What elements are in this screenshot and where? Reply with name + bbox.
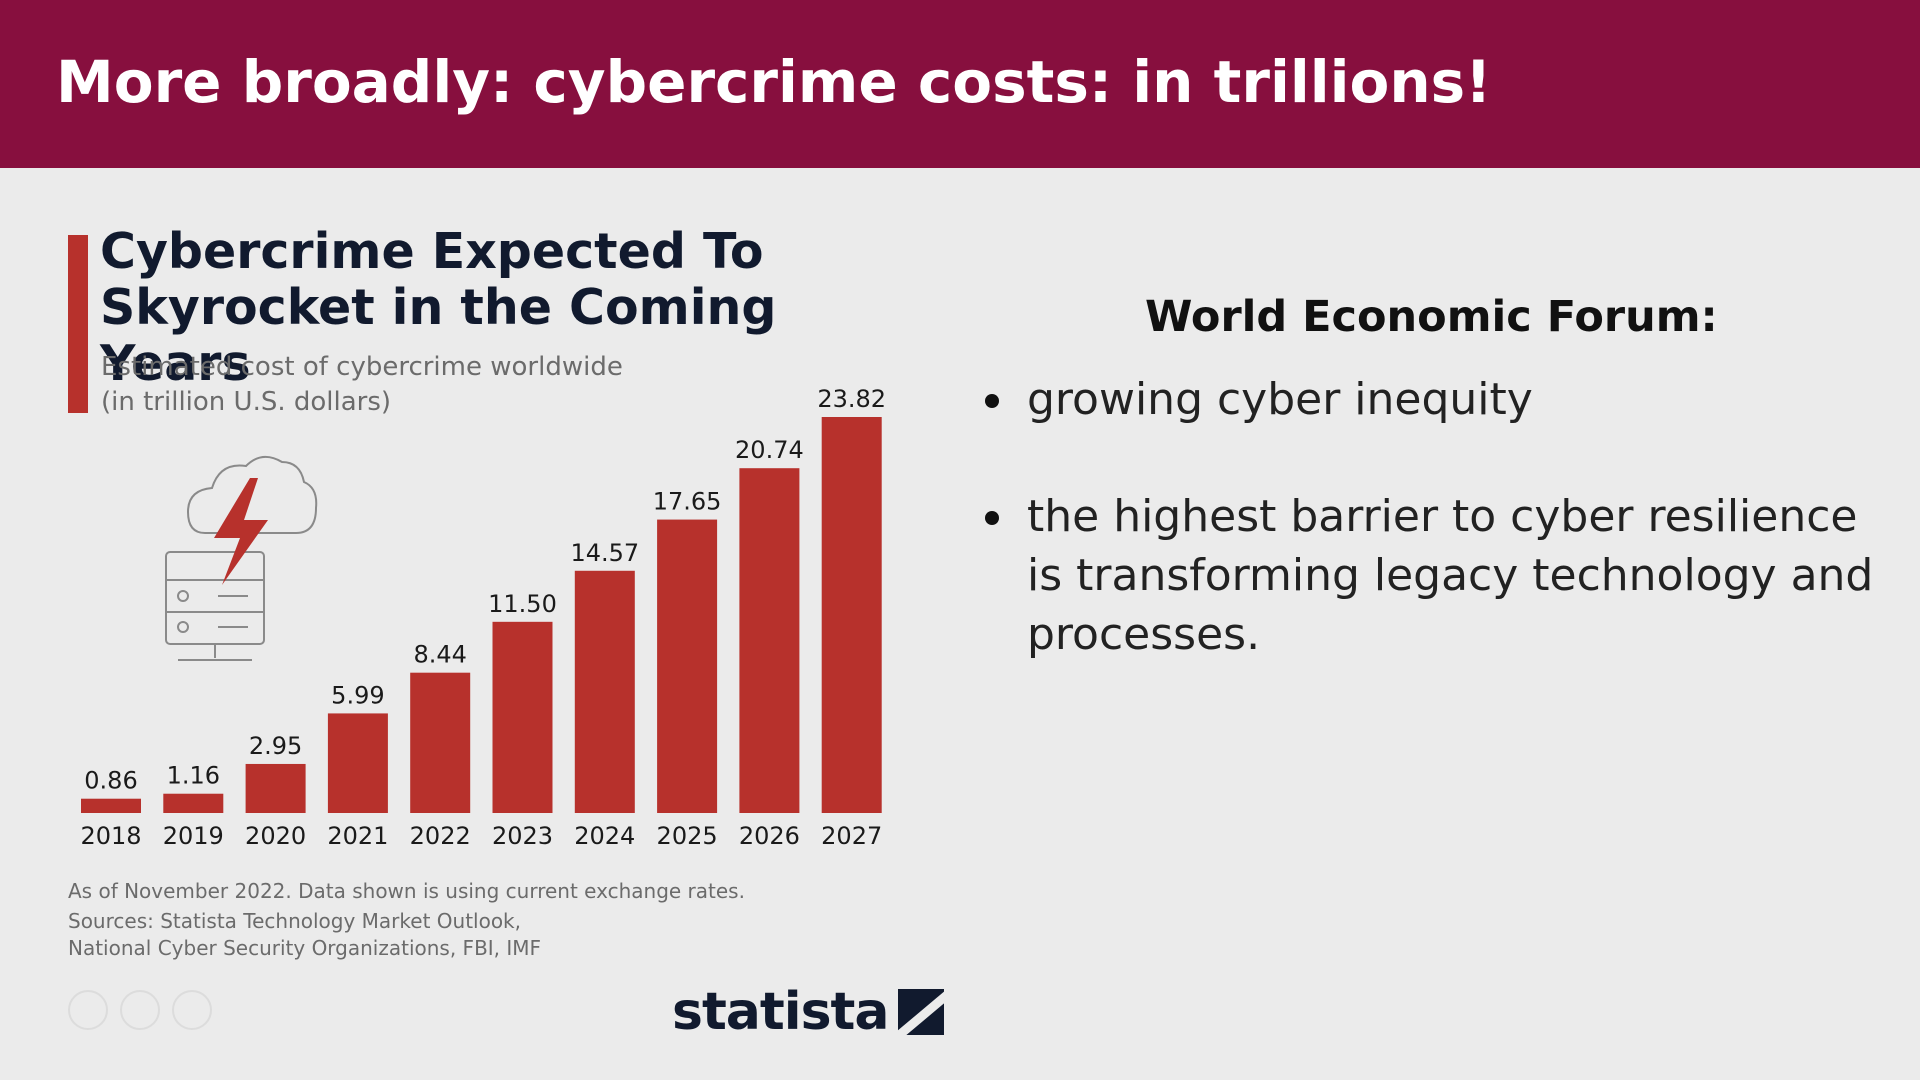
value-label-2021: 5.99 [331,681,384,709]
x-tick-label-2019: 2019 [163,822,224,850]
chart-subtitle-line-1: Estimated cost of cybercrime worldwide [101,352,623,382]
slide-header: More broadly: cybercrime costs: in trill… [0,0,1920,168]
chart-subtitle-line-2: (in trillion U.S. dollars) [101,387,392,417]
bar-2025 [657,519,718,813]
wef-title: World Economic Forum: [1145,292,1718,342]
chart-title: Cybercrime Expected To Skyrocket in the … [100,223,777,392]
x-tick-label-2024: 2024 [574,822,635,850]
bars-group [81,417,882,813]
value-label-2025: 17.65 [653,488,722,516]
value-label-2020: 2.95 [249,732,302,760]
bar-2019 [163,793,224,813]
chart-title-accent-bar [68,235,88,413]
x-tick-label-2022: 2022 [410,822,471,850]
chart-subtitle: Estimated cost of cybercrime worldwide (… [101,350,801,420]
bar-2022 [410,672,471,813]
x-tick-label-2025: 2025 [657,822,718,850]
value-label-2026: 20.74 [735,436,804,464]
wef-bullet-1: growing cyber inequity [982,370,1882,429]
bar-2027 [821,417,882,813]
x-tick-label-2020: 2020 [245,822,306,850]
bar-2021 [327,713,388,813]
value-label-2023: 11.50 [488,590,557,618]
statista-logo: statista [672,982,945,1042]
bar-2018 [81,798,141,813]
cloud-server-lightning-icon [165,455,318,661]
x-tick-label-2018: 2018 [80,822,141,850]
slide-title: More broadly: cybercrime costs: in trill… [56,48,1492,116]
value-label-2018: 0.86 [84,767,137,795]
x-tick-label-2023: 2023 [492,822,553,850]
wef-bullet-2: the highest barrier to cyber resilience … [982,487,1882,664]
nd-icon [172,990,212,1030]
x-tick-label-2026: 2026 [739,822,800,850]
value-labels-group: 0.86 1.16 2.95 5.99 8.44 11.50 14.57 17.65 20.74… [84,385,886,795]
value-label-2019: 1.16 [167,762,220,790]
value-label-2022: 8.44 [413,641,466,669]
statista-logo-text: statista [672,982,889,1042]
bar-2026 [739,468,800,813]
bar-2023 [492,621,553,813]
bar-2024 [574,570,635,813]
value-label-2024: 14.57 [570,539,639,567]
cc-icon [68,990,108,1030]
chart-sources-line-2: National Cyber Security Organizations, F… [68,936,542,960]
bar-2020 [245,763,306,813]
x-tick-label-2027: 2027 [821,822,882,850]
statista-logo-mark-icon [898,989,945,1035]
wef-bullet-list: growing cyber inequity the highest barri… [982,370,1882,722]
slide-content [0,168,1920,1080]
value-label-2027: 23.82 [817,385,886,413]
chart-footnote: As of November 2022. Data shown is using… [68,879,745,903]
x-tick-labels-group: 2018 2019 2020 2021 2022 2023 2024 2025 2026 2027 [80,822,882,850]
by-icon [120,990,160,1030]
license-icons [68,990,224,1030]
chart-sources-line-1: Sources: Statista Technology Market Outl… [68,909,521,933]
x-tick-label-2021: 2021 [327,822,388,850]
